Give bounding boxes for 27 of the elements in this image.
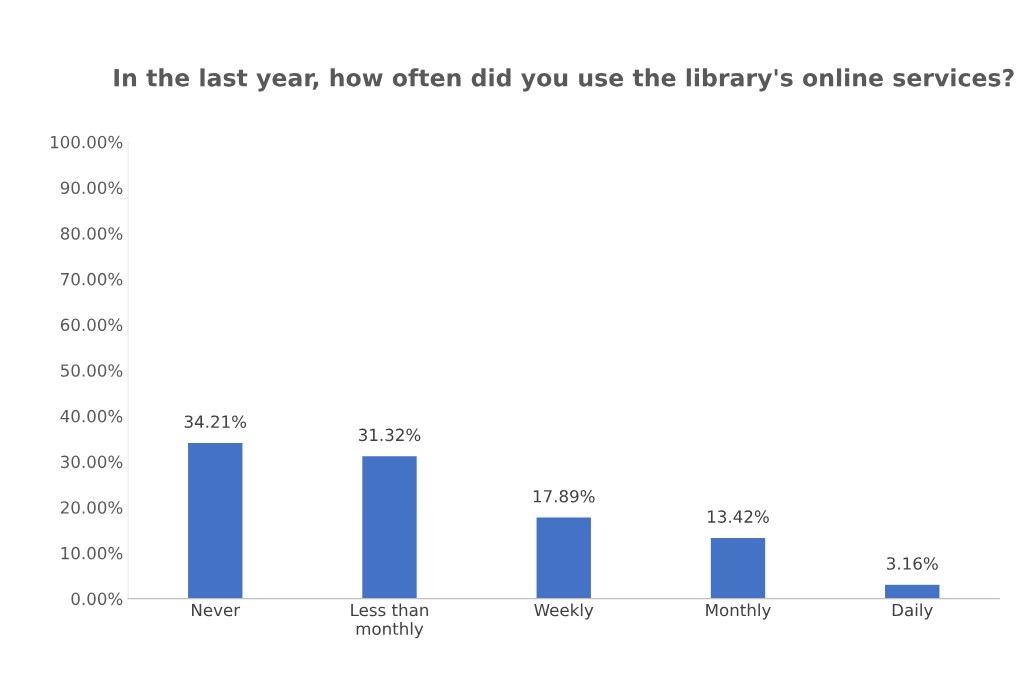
y-tick-label: 0.00% — [71, 592, 123, 606]
y-tick-label: 30.00% — [60, 455, 123, 469]
x-tick-label: Less than monthly — [351, 603, 428, 639]
bar — [883, 583, 941, 599]
bar — [535, 516, 593, 599]
bar — [186, 441, 244, 599]
x-tick-label: Never — [192, 603, 241, 617]
y-tick-label: 100.00% — [50, 135, 123, 149]
y-tick-label: 20.00% — [60, 501, 123, 514]
data-label: 34.21% — [184, 415, 247, 428]
y-tick-label: 50.00% — [61, 364, 123, 377]
y-tick-label: 90.00% — [60, 181, 123, 195]
bar — [709, 536, 767, 599]
data-label: 31.32% — [359, 428, 421, 442]
bar — [360, 454, 419, 599]
y-tick-label: 70.00% — [61, 272, 123, 286]
y-tick-label: 40.00% — [60, 409, 123, 423]
y-tick-label: 80.00% — [60, 227, 123, 240]
chart-title: In the last year, how often did you use the library's online services? — [114, 68, 1014, 92]
y-tick-label: 10.00% — [61, 546, 123, 560]
x-tick-label: Monthly — [706, 603, 771, 620]
y-tick-label: 60.00% — [60, 318, 123, 332]
data-label: 3.16% — [887, 557, 938, 570]
x-tick-label: Daily — [892, 603, 933, 620]
data-label: 17.89% — [533, 489, 595, 503]
data-label: 13.42% — [708, 510, 769, 523]
x-tick-label: Weekly — [534, 603, 594, 620]
